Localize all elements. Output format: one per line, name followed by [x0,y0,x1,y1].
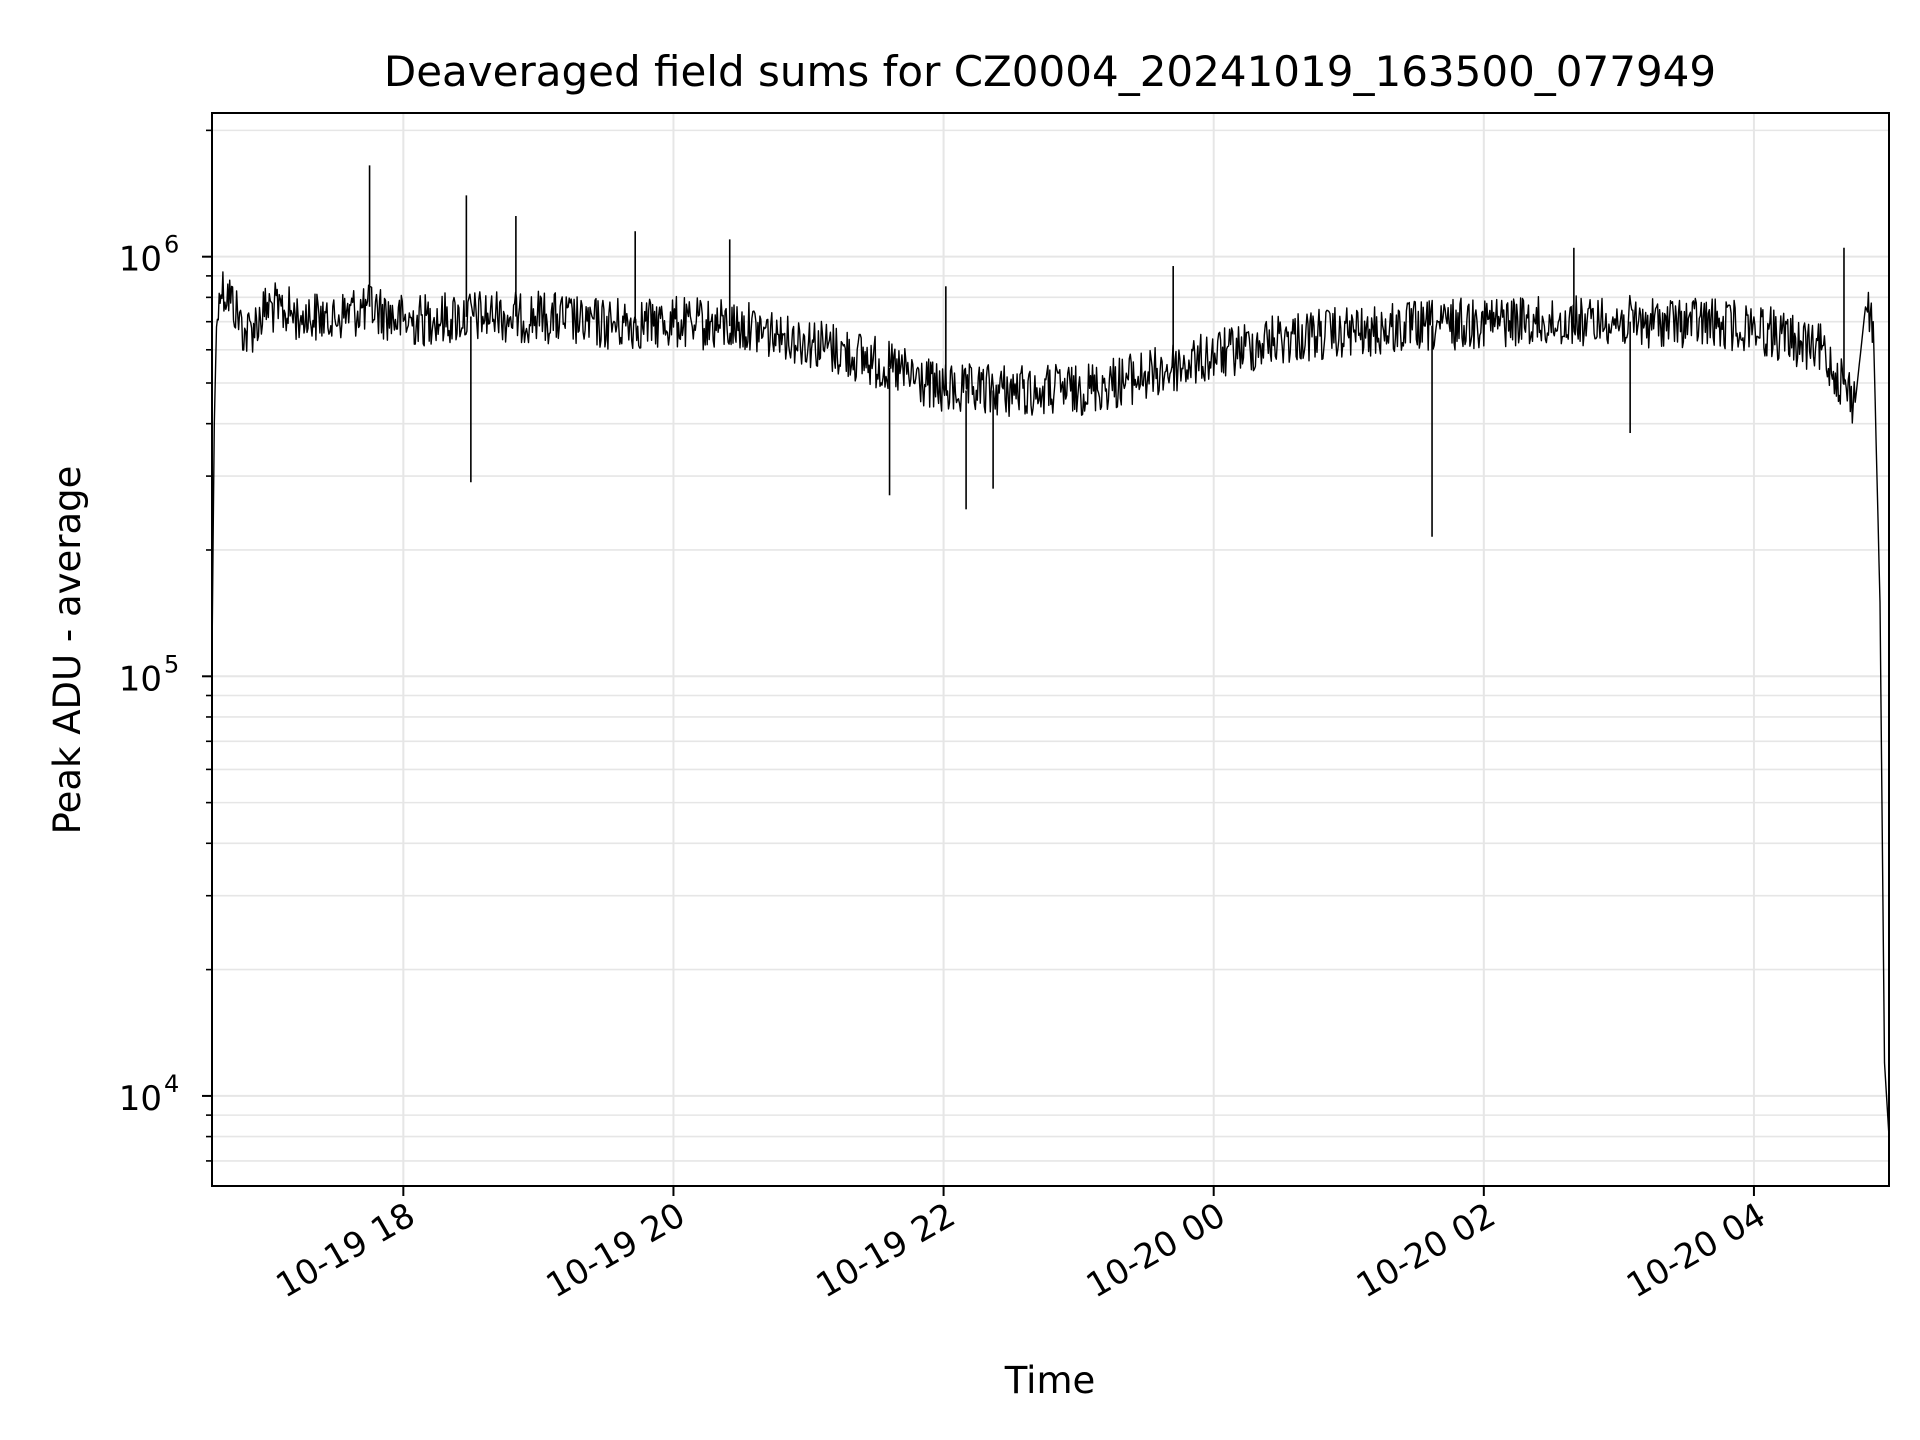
data-series [211,165,1890,1137]
x-tick-label: 10-20 04 [1620,1195,1772,1306]
x-tick-label: 10-20 02 [1350,1195,1502,1306]
series-line [211,271,1890,1137]
y-tick-exponent: 4 [164,1070,179,1098]
plot-frame [211,112,1890,1187]
grid [212,113,1889,1186]
y-tick-exponent: 5 [164,650,179,678]
y-tick-label: 10 [119,240,162,280]
chart-title: Deaveraged field sums for CZ0004_2024101… [384,47,1716,96]
x-tick-label: 10-19 18 [269,1195,421,1306]
y-axis-label: Peak ADU - average [46,466,89,835]
y-tick-exponent: 6 [164,231,179,259]
x-tick-label: 10-19 22 [810,1195,962,1306]
y-tick-label: 10 [119,1079,162,1119]
x-axis-ticks: 10-19 18 10-19 20 10-19 22 10-20 00 10-20 02… [269,1186,1772,1306]
y-tick-label: 10 [119,659,162,699]
x-axis-label: Time [1004,1359,1096,1402]
x-tick-label: 10-19 20 [540,1195,692,1306]
x-tick-label: 10-20 00 [1080,1195,1232,1306]
